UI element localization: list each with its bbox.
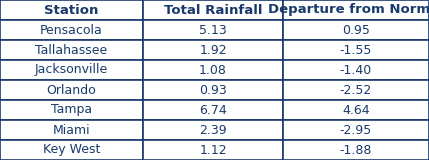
Text: Orlando: Orlando: [47, 84, 97, 96]
Text: Tampa: Tampa: [51, 104, 92, 116]
Text: 0.95: 0.95: [342, 24, 370, 36]
Text: 1.08: 1.08: [199, 64, 227, 76]
Text: -2.52: -2.52: [340, 84, 372, 96]
Bar: [283, 100, 429, 120]
Text: Departure from Normal: Departure from Normal: [268, 4, 429, 16]
Bar: [143, 60, 283, 80]
Bar: [283, 40, 429, 60]
Text: 1.12: 1.12: [199, 144, 227, 156]
Text: -1.40: -1.40: [340, 64, 372, 76]
Text: 0.93: 0.93: [199, 84, 227, 96]
Bar: [0, 20, 143, 40]
Bar: [283, 120, 429, 140]
Text: Jacksonville: Jacksonville: [35, 64, 108, 76]
Bar: [0, 40, 143, 60]
Text: Miami: Miami: [53, 124, 91, 136]
Text: Key West: Key West: [43, 144, 100, 156]
Bar: [283, 20, 429, 40]
Text: 4.64: 4.64: [342, 104, 370, 116]
Bar: [143, 20, 283, 40]
Bar: [283, 80, 429, 100]
Text: Pensacola: Pensacola: [40, 24, 103, 36]
Bar: [143, 0, 283, 20]
Bar: [283, 60, 429, 80]
Text: 2.39: 2.39: [199, 124, 227, 136]
Bar: [143, 80, 283, 100]
Text: -1.55: -1.55: [340, 44, 372, 56]
Text: 6.74: 6.74: [199, 104, 227, 116]
Bar: [143, 120, 283, 140]
Text: -2.95: -2.95: [340, 124, 372, 136]
Bar: [0, 120, 143, 140]
Bar: [0, 80, 143, 100]
Bar: [143, 40, 283, 60]
Text: Tallahassee: Tallahassee: [35, 44, 108, 56]
Bar: [0, 140, 143, 160]
Bar: [0, 60, 143, 80]
Bar: [0, 100, 143, 120]
Bar: [0, 0, 143, 20]
Text: Station: Station: [44, 4, 99, 16]
Text: 1.92: 1.92: [199, 44, 227, 56]
Text: Total Rainfall: Total Rainfall: [164, 4, 262, 16]
Bar: [143, 100, 283, 120]
Bar: [283, 0, 429, 20]
Bar: [143, 140, 283, 160]
Text: 5.13: 5.13: [199, 24, 227, 36]
Text: -1.88: -1.88: [340, 144, 372, 156]
Bar: [283, 140, 429, 160]
